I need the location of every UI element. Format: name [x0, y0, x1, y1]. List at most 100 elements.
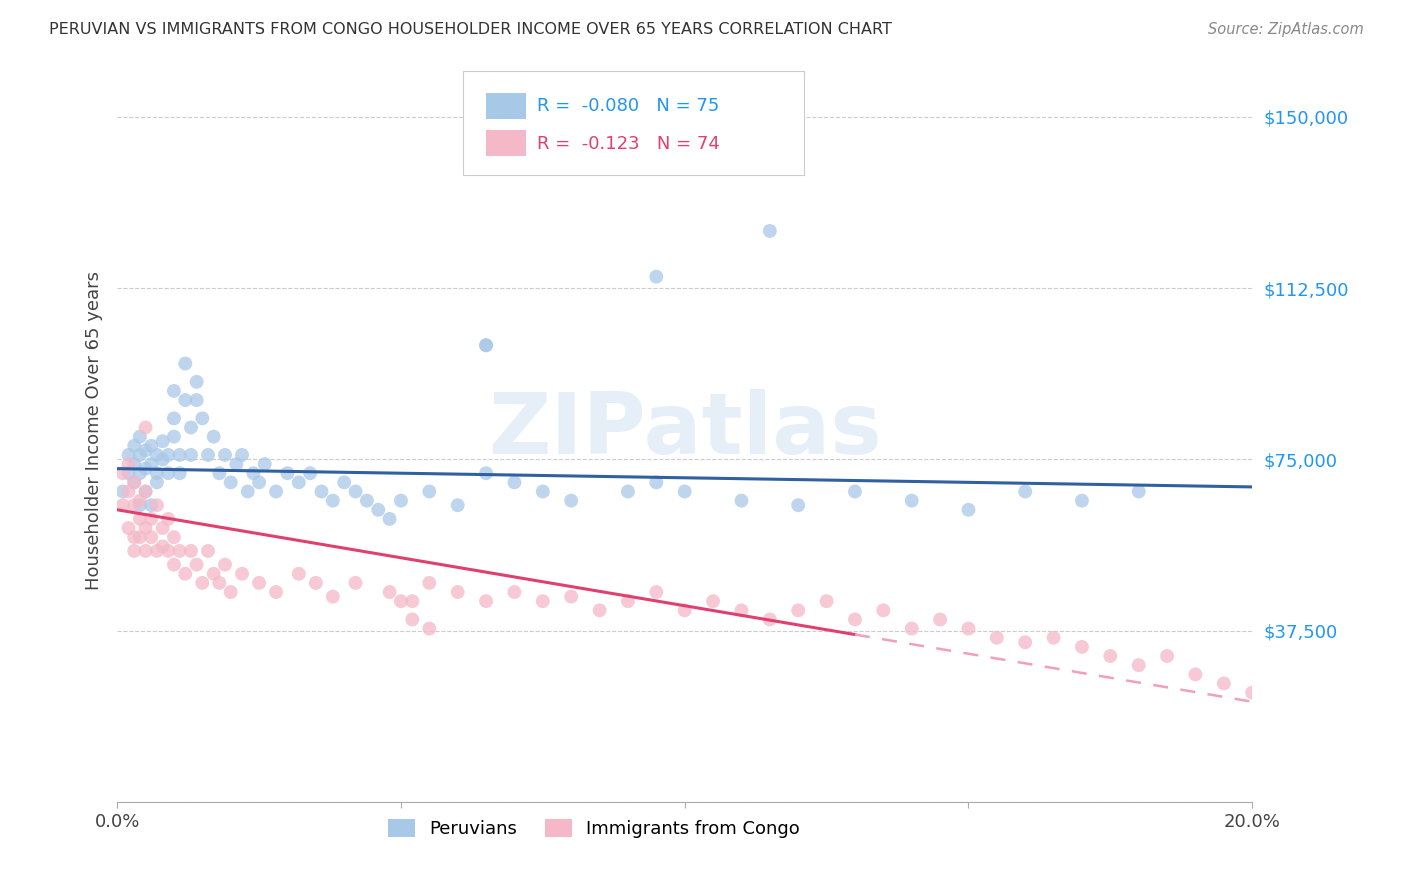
Point — [163, 411, 186, 425]
Point — [197, 448, 219, 462]
Point — [128, 430, 150, 444]
Point — [180, 448, 202, 462]
Point — [169, 467, 191, 481]
Point — [418, 622, 440, 636]
Point — [128, 498, 150, 512]
Point — [163, 530, 186, 544]
Point — [986, 631, 1008, 645]
Point — [128, 530, 150, 544]
Point — [152, 521, 174, 535]
Point — [702, 594, 724, 608]
Point — [1184, 667, 1206, 681]
Text: R =  -0.080   N = 75: R = -0.080 N = 75 — [537, 97, 720, 115]
Point — [264, 585, 287, 599]
Point — [844, 484, 866, 499]
Text: R =  -0.123   N = 74: R = -0.123 N = 74 — [537, 135, 720, 153]
Point — [389, 493, 412, 508]
Point — [128, 448, 150, 462]
Point — [122, 530, 145, 544]
Point — [174, 357, 197, 371]
Point — [531, 594, 554, 608]
Point — [1014, 484, 1036, 499]
Point — [344, 484, 367, 499]
Point — [111, 467, 134, 481]
Point — [276, 467, 298, 481]
Point — [122, 457, 145, 471]
Point — [900, 622, 922, 636]
Point — [152, 434, 174, 449]
Point — [231, 566, 253, 581]
Point — [560, 590, 582, 604]
Point — [111, 484, 134, 499]
Point — [135, 443, 157, 458]
Point — [378, 585, 401, 599]
Point — [169, 544, 191, 558]
Point — [157, 467, 180, 481]
Point — [146, 475, 169, 490]
Point — [389, 594, 412, 608]
Point — [787, 498, 810, 512]
Legend: Peruvians, Immigrants from Congo: Peruvians, Immigrants from Congo — [381, 812, 807, 846]
Point — [418, 484, 440, 499]
Point — [645, 475, 668, 490]
Point — [356, 493, 378, 508]
Point — [475, 467, 498, 481]
Point — [219, 585, 242, 599]
Point — [122, 475, 145, 490]
FancyBboxPatch shape — [486, 130, 526, 156]
Point — [588, 603, 610, 617]
Point — [174, 393, 197, 408]
Point — [163, 430, 186, 444]
Point — [929, 612, 952, 626]
Point — [135, 521, 157, 535]
FancyBboxPatch shape — [464, 70, 804, 175]
Point — [117, 448, 139, 462]
Point — [305, 575, 328, 590]
Point — [146, 467, 169, 481]
Point — [1156, 648, 1178, 663]
Point — [617, 594, 640, 608]
Point — [1042, 631, 1064, 645]
Point — [122, 544, 145, 558]
Point — [186, 375, 208, 389]
Point — [1099, 648, 1122, 663]
Point — [117, 457, 139, 471]
Point — [141, 439, 163, 453]
Point — [135, 461, 157, 475]
Point — [135, 544, 157, 558]
Point — [135, 484, 157, 499]
Point — [135, 484, 157, 499]
Point — [122, 498, 145, 512]
Point — [673, 484, 696, 499]
Point — [288, 566, 311, 581]
Point — [219, 475, 242, 490]
Point — [645, 269, 668, 284]
Text: ZIPatlas: ZIPatlas — [488, 390, 882, 473]
Point — [186, 393, 208, 408]
Point — [202, 566, 225, 581]
Point — [1014, 635, 1036, 649]
Point — [247, 475, 270, 490]
Point — [759, 612, 782, 626]
Point — [957, 502, 980, 516]
Point — [191, 411, 214, 425]
Point — [186, 558, 208, 572]
Point — [311, 484, 333, 499]
Point — [225, 457, 247, 471]
Point — [299, 467, 322, 481]
Point — [231, 448, 253, 462]
Point — [447, 585, 470, 599]
Point — [344, 575, 367, 590]
Point — [872, 603, 894, 617]
Point — [214, 448, 236, 462]
Point — [759, 224, 782, 238]
Point — [117, 467, 139, 481]
Point — [169, 448, 191, 462]
Point — [1128, 658, 1150, 673]
Y-axis label: Householder Income Over 65 years: Householder Income Over 65 years — [86, 271, 103, 591]
Point — [191, 575, 214, 590]
Point — [152, 539, 174, 553]
Point — [1128, 484, 1150, 499]
Point — [844, 612, 866, 626]
Point — [1071, 493, 1094, 508]
